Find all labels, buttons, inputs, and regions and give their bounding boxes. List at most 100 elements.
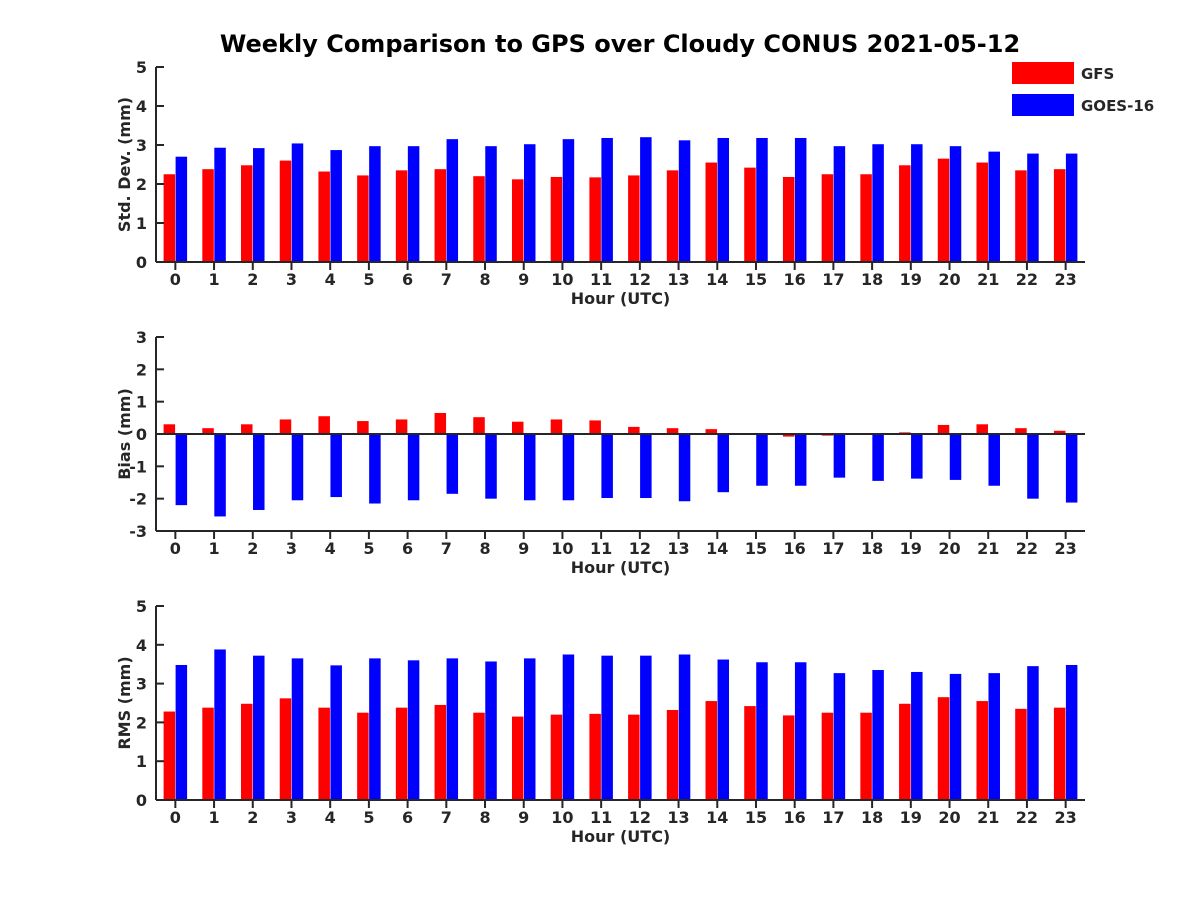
x-tick-label: 0 bbox=[170, 808, 181, 827]
bar-gfs-12 bbox=[628, 714, 640, 800]
bar-goes-16-16 bbox=[794, 137, 807, 262]
bar-goes-16-21 bbox=[988, 151, 1000, 262]
bar-goes-16-10 bbox=[562, 654, 575, 800]
bar-gfs-23 bbox=[1053, 169, 1066, 262]
bar-gfs-10 bbox=[550, 176, 563, 262]
x-tick-label: 5 bbox=[363, 539, 374, 558]
bar-gfs-20 bbox=[937, 697, 950, 800]
bar-goes-16-9 bbox=[523, 144, 536, 262]
bar-gfs-17 bbox=[821, 712, 834, 800]
bar-gfs-5 bbox=[357, 175, 369, 262]
x-tick-label: 8 bbox=[479, 808, 490, 827]
bar-goes-16-19 bbox=[911, 144, 923, 262]
legend-label-gfs: GFS bbox=[1081, 65, 1114, 83]
x-tick-label: 8 bbox=[479, 539, 490, 558]
bar-goes-16-3 bbox=[291, 658, 304, 800]
x-tick-label: 6 bbox=[402, 270, 413, 289]
legend-label-goes-16: GOES-16 bbox=[1081, 97, 1154, 115]
x-tick-label: 2 bbox=[247, 808, 258, 827]
bar-gfs-9 bbox=[511, 179, 524, 262]
bar-goes-16-20 bbox=[949, 434, 962, 480]
bar-gfs-13 bbox=[666, 709, 679, 800]
bar-gfs-16 bbox=[782, 434, 795, 437]
x-tick-label: 20 bbox=[938, 270, 960, 289]
bar-goes-16-16 bbox=[794, 434, 807, 486]
bar-goes-16-17 bbox=[833, 146, 846, 262]
bar-gfs-14 bbox=[705, 701, 718, 800]
bar-goes-16-14 bbox=[717, 137, 730, 262]
bar-goes-16-12 bbox=[640, 137, 652, 262]
x-tick-label: 20 bbox=[938, 539, 960, 558]
bar-goes-16-2 bbox=[253, 434, 265, 510]
x-tick-label: 19 bbox=[900, 808, 922, 827]
bar-goes-16-5 bbox=[369, 146, 381, 262]
bar-gfs-10 bbox=[550, 419, 563, 434]
x-tick-label: 2 bbox=[247, 270, 258, 289]
bar-gfs-17 bbox=[821, 174, 834, 262]
bar-goes-16-19 bbox=[911, 671, 923, 800]
y-tick-label: 5 bbox=[136, 58, 147, 77]
bar-gfs-13 bbox=[666, 428, 679, 434]
bar-gfs-16 bbox=[782, 176, 795, 262]
x-tick-label: 15 bbox=[745, 808, 767, 827]
bar-goes-16-16 bbox=[794, 662, 807, 800]
bar-gfs-15 bbox=[744, 706, 756, 800]
bar-goes-16-11 bbox=[601, 655, 613, 800]
x-tick-label: 16 bbox=[784, 270, 806, 289]
y-tick-label: 3 bbox=[136, 675, 147, 694]
bar-goes-16-12 bbox=[640, 434, 652, 499]
bar-gfs-2 bbox=[241, 703, 253, 800]
bar-gfs-9 bbox=[511, 716, 524, 800]
bar-gfs-13 bbox=[666, 170, 679, 262]
y-axis-label: Bias (mm) bbox=[115, 388, 134, 480]
bar-gfs-1 bbox=[202, 428, 214, 434]
bar-goes-16-0 bbox=[175, 434, 188, 506]
bar-goes-16-5 bbox=[369, 658, 381, 800]
bar-goes-16-12 bbox=[640, 655, 652, 800]
x-tick-label: 18 bbox=[861, 270, 883, 289]
x-tick-label: 16 bbox=[784, 808, 806, 827]
bar-goes-16-8 bbox=[485, 146, 497, 262]
x-tick-label: 1 bbox=[208, 270, 219, 289]
y-axis-label: RMS (mm) bbox=[115, 656, 134, 749]
bar-gfs-9 bbox=[511, 421, 524, 434]
bar-goes-16-23 bbox=[1065, 664, 1078, 800]
bar-goes-16-1 bbox=[214, 649, 226, 800]
x-tick-label: 11 bbox=[590, 270, 612, 289]
x-tick-label: 12 bbox=[629, 539, 651, 558]
bar-gfs-21 bbox=[976, 424, 988, 434]
bar-goes-16-14 bbox=[717, 659, 730, 800]
bar-gfs-0 bbox=[163, 174, 176, 262]
y-tick-label: 1 bbox=[136, 752, 147, 771]
bar-gfs-1 bbox=[202, 707, 214, 800]
bar-gfs-12 bbox=[628, 175, 640, 262]
y-tick-label: 2 bbox=[136, 713, 147, 732]
x-tick-label: 5 bbox=[363, 808, 374, 827]
bar-goes-16-10 bbox=[562, 139, 575, 262]
bar-gfs-6 bbox=[395, 419, 408, 434]
x-tick-label: 22 bbox=[1016, 539, 1038, 558]
y-tick-label: 5 bbox=[136, 597, 147, 616]
bar-goes-16-19 bbox=[911, 434, 923, 479]
bar-goes-16-23 bbox=[1065, 153, 1078, 262]
bar-gfs-14 bbox=[705, 162, 718, 262]
bar-goes-16-13 bbox=[678, 434, 691, 502]
x-axis-label: Hour (UTC) bbox=[571, 289, 671, 308]
y-tick-label: 4 bbox=[136, 97, 147, 116]
bar-gfs-7 bbox=[434, 704, 447, 800]
bar-goes-16-18 bbox=[872, 434, 884, 481]
y-tick-label: 0 bbox=[136, 253, 147, 272]
x-tick-label: 11 bbox=[590, 539, 612, 558]
bar-goes-16-10 bbox=[562, 434, 575, 501]
bar-gfs-5 bbox=[357, 712, 369, 800]
x-tick-label: 14 bbox=[706, 270, 728, 289]
bar-goes-16-6 bbox=[407, 146, 420, 262]
bar-gfs-18 bbox=[860, 174, 872, 262]
bar-gfs-20 bbox=[937, 158, 950, 262]
bar-goes-16-2 bbox=[253, 148, 265, 262]
bar-goes-16-0 bbox=[175, 664, 188, 800]
x-tick-label: 19 bbox=[900, 539, 922, 558]
bar-goes-16-23 bbox=[1065, 434, 1078, 503]
y-tick-label: 3 bbox=[136, 328, 147, 347]
